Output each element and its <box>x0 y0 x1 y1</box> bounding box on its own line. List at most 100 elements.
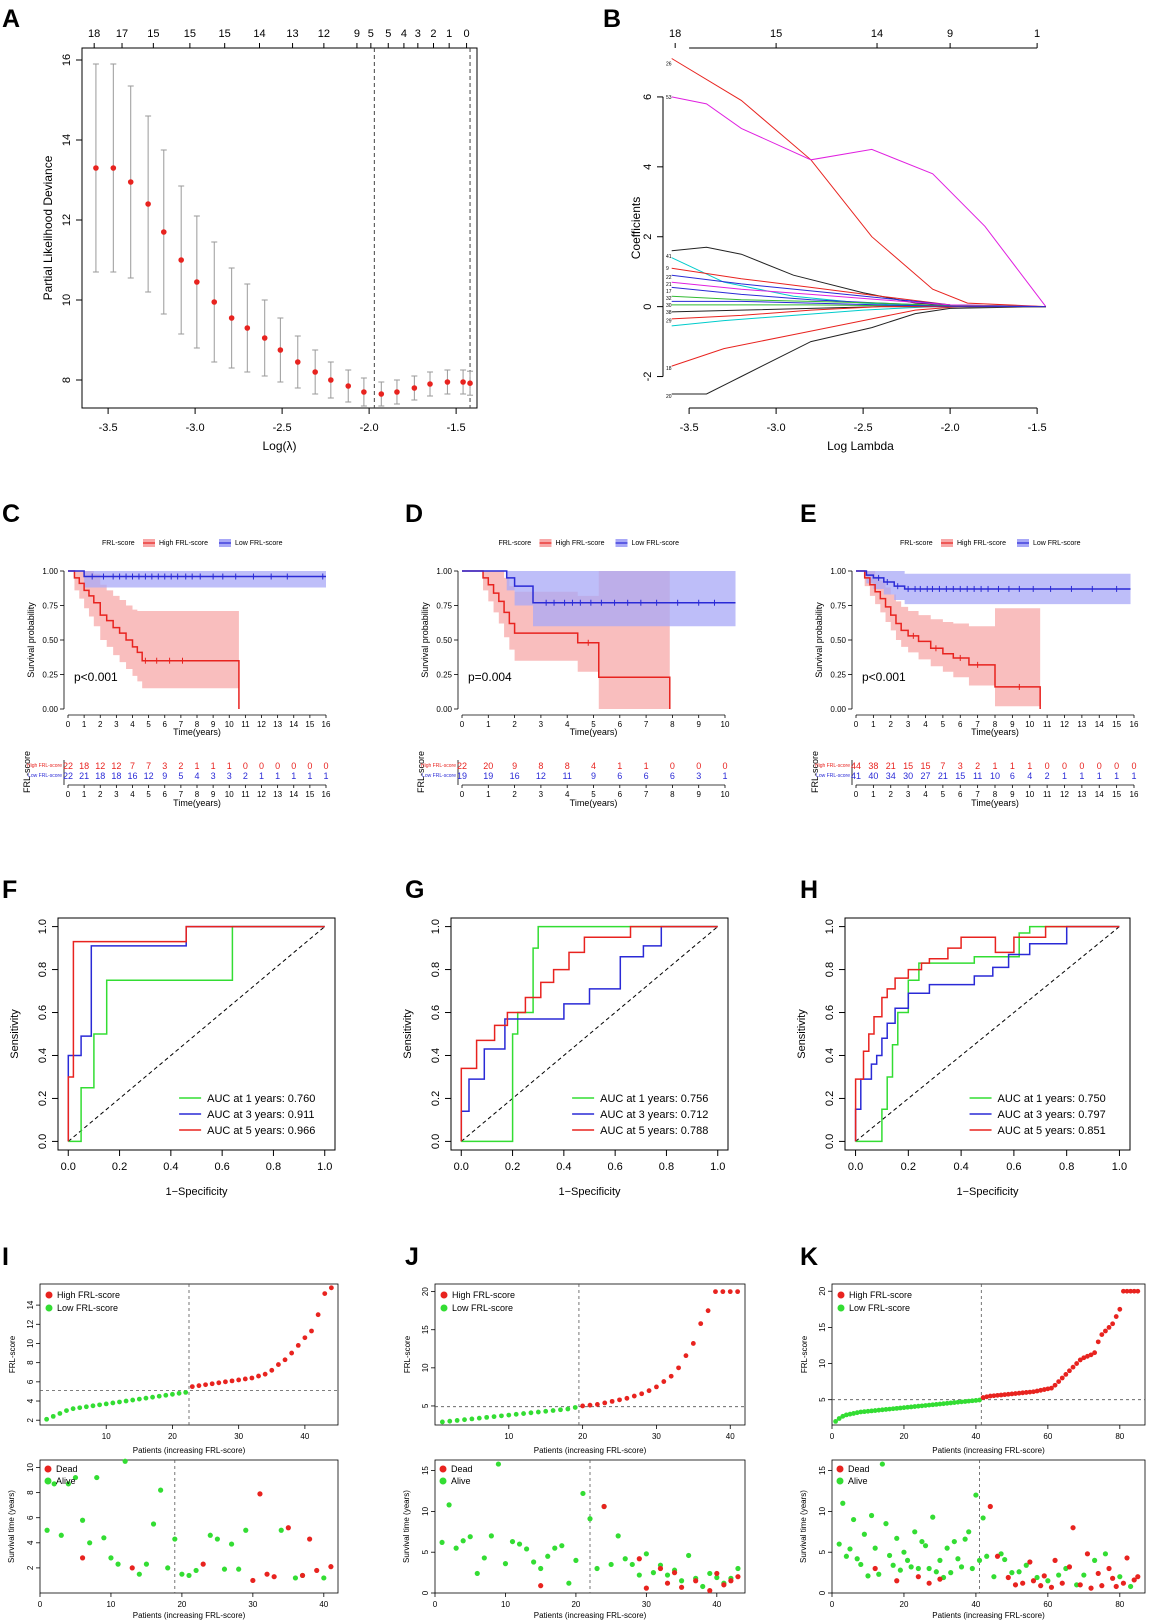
risk-count-low: 3 <box>227 771 232 781</box>
score-point <box>1056 1379 1062 1385</box>
panel-b-chart: -3.5 -3.0 -2.5 -2.0 -1.5 -2 0 2 4 6 18 15 14 9 1 26 53 41… <box>629 28 1047 453</box>
alive-point <box>516 1541 523 1547</box>
alive-point <box>865 1573 871 1579</box>
risk-row-label-low: Low FRL-score <box>422 773 456 779</box>
score-point <box>676 1365 681 1371</box>
dead-point <box>987 1503 993 1510</box>
alive-point <box>439 1539 445 1546</box>
y-tick-label: 5 <box>421 1549 430 1554</box>
x-tick-label: 4 <box>565 720 570 729</box>
legend-marker-low <box>440 1304 448 1312</box>
y-tick-label: 6 <box>26 1379 35 1384</box>
coefficient-path <box>671 96 1047 307</box>
dead-point <box>1113 1583 1119 1590</box>
score-point <box>847 1411 853 1417</box>
y-tick-label: 1.0 <box>824 919 836 934</box>
legend-text: AUC at 5 years: 0.966 <box>207 1125 315 1137</box>
risk-count-low: 16 <box>127 771 137 781</box>
score-point <box>309 1328 314 1334</box>
alive-point <box>587 1516 593 1522</box>
alive-point <box>879 1461 885 1467</box>
path-label: 53 <box>666 95 672 101</box>
risk-x-tick-label: 10 <box>721 790 730 799</box>
x-tick-label: -1.5 <box>447 422 466 434</box>
risk-row-label-high: High FRL-score <box>815 763 850 769</box>
legend-title: FRL-score <box>102 540 135 547</box>
risk-x-axis-label: Time(years) <box>570 798 618 808</box>
risk-row-label-low: Low FRL-score <box>816 773 850 779</box>
alive-point <box>94 1474 100 1481</box>
x-tick-label: -2.0 <box>941 422 960 434</box>
risk-count-low: 10 <box>990 771 1000 781</box>
score-point <box>256 1373 261 1379</box>
score-point <box>295 1342 301 1348</box>
y-tick-label: 0.50 <box>42 636 58 645</box>
risk-count-low: 19 <box>483 771 493 781</box>
x-tick-label: 15 <box>1112 720 1121 729</box>
risk-count-low: 11 <box>973 771 982 781</box>
dead-point <box>1012 1582 1019 1588</box>
score-point <box>872 1408 878 1413</box>
alive-point <box>101 1535 107 1541</box>
path-label: 32 <box>666 296 672 302</box>
risk-count-low: 2 <box>1045 771 1050 781</box>
alive-point <box>973 1492 979 1498</box>
panel-f-chart: 0.0 0.0 0.2 0.2 0.4 0.4 0.6 0.6 0.8 0.8 1.0 1.0 AUC … <box>9 917 336 1198</box>
alive-point <box>976 1557 983 1563</box>
risk-count-low: 1 <box>259 771 264 781</box>
x-tick-label: 0 <box>460 720 465 729</box>
x-tick-label: 16 <box>322 720 331 729</box>
score-point <box>1016 1390 1022 1396</box>
risk-count-high: 0 <box>670 761 675 771</box>
alive-point <box>495 1461 502 1467</box>
x-tick-label: 10 <box>106 1600 115 1609</box>
risk-count-high: 0 <box>259 761 264 771</box>
coefficient-path <box>671 306 1046 395</box>
dead-point <box>1106 1565 1112 1572</box>
score-point <box>506 1412 512 1418</box>
alive-point <box>214 1536 220 1542</box>
x-tick-label: 1.0 <box>317 1161 332 1173</box>
alive-point <box>65 1481 71 1487</box>
y-axis-label: Sensitivity <box>402 1009 414 1059</box>
top-axis-label: 5 <box>368 28 374 40</box>
alive-point <box>122 1458 128 1464</box>
low-risk-ci-band <box>856 571 1131 605</box>
risk-count-low: 18 <box>95 771 105 781</box>
x-tick-label: 9 <box>211 720 216 729</box>
x-tick-label: -2.5 <box>854 422 873 434</box>
legend-marker-alive <box>439 1477 447 1485</box>
y-tick-label: 0.6 <box>430 1005 442 1020</box>
score-point <box>951 1400 957 1405</box>
y-axis-label: Partial Likelihood Deviance <box>41 155 55 300</box>
alive-point <box>87 1540 93 1546</box>
legend-text: AUC at 3 years: 0.911 <box>207 1109 314 1121</box>
score-point <box>163 1392 169 1398</box>
dead-point <box>1052 1557 1058 1563</box>
path-label: 22 <box>666 275 672 281</box>
roc-curve <box>854 925 1120 1142</box>
score-point <box>209 1381 215 1387</box>
score-point <box>930 1402 936 1408</box>
score-plot-frame <box>831 1283 1146 1426</box>
y-tick-label: 16 <box>61 54 73 66</box>
score-point <box>276 1362 281 1367</box>
score-point <box>328 1285 334 1291</box>
dead-point <box>264 1571 270 1577</box>
y-axis-label: Survival time (years) <box>7 1490 16 1563</box>
score-point <box>203 1382 208 1388</box>
top-axis-label: 9 <box>947 28 953 40</box>
deviance-point <box>444 379 451 385</box>
dead-point <box>271 1574 277 1580</box>
dead-point <box>1088 1585 1094 1591</box>
alive-point <box>1092 1557 1098 1563</box>
x-tick-label: 40 <box>971 1600 980 1609</box>
risk-x-tick-label: 8 <box>195 790 200 799</box>
legend-text: Alive <box>56 1476 76 1486</box>
x-tick-label: 30 <box>248 1600 257 1609</box>
risk-count-low: 2 <box>243 771 248 781</box>
x-tick-label: 0 <box>830 1432 835 1441</box>
x-tick-label: 0.6 <box>214 1161 229 1173</box>
score-point <box>550 1408 556 1413</box>
risk-x-tick-label: 13 <box>1077 790 1086 799</box>
